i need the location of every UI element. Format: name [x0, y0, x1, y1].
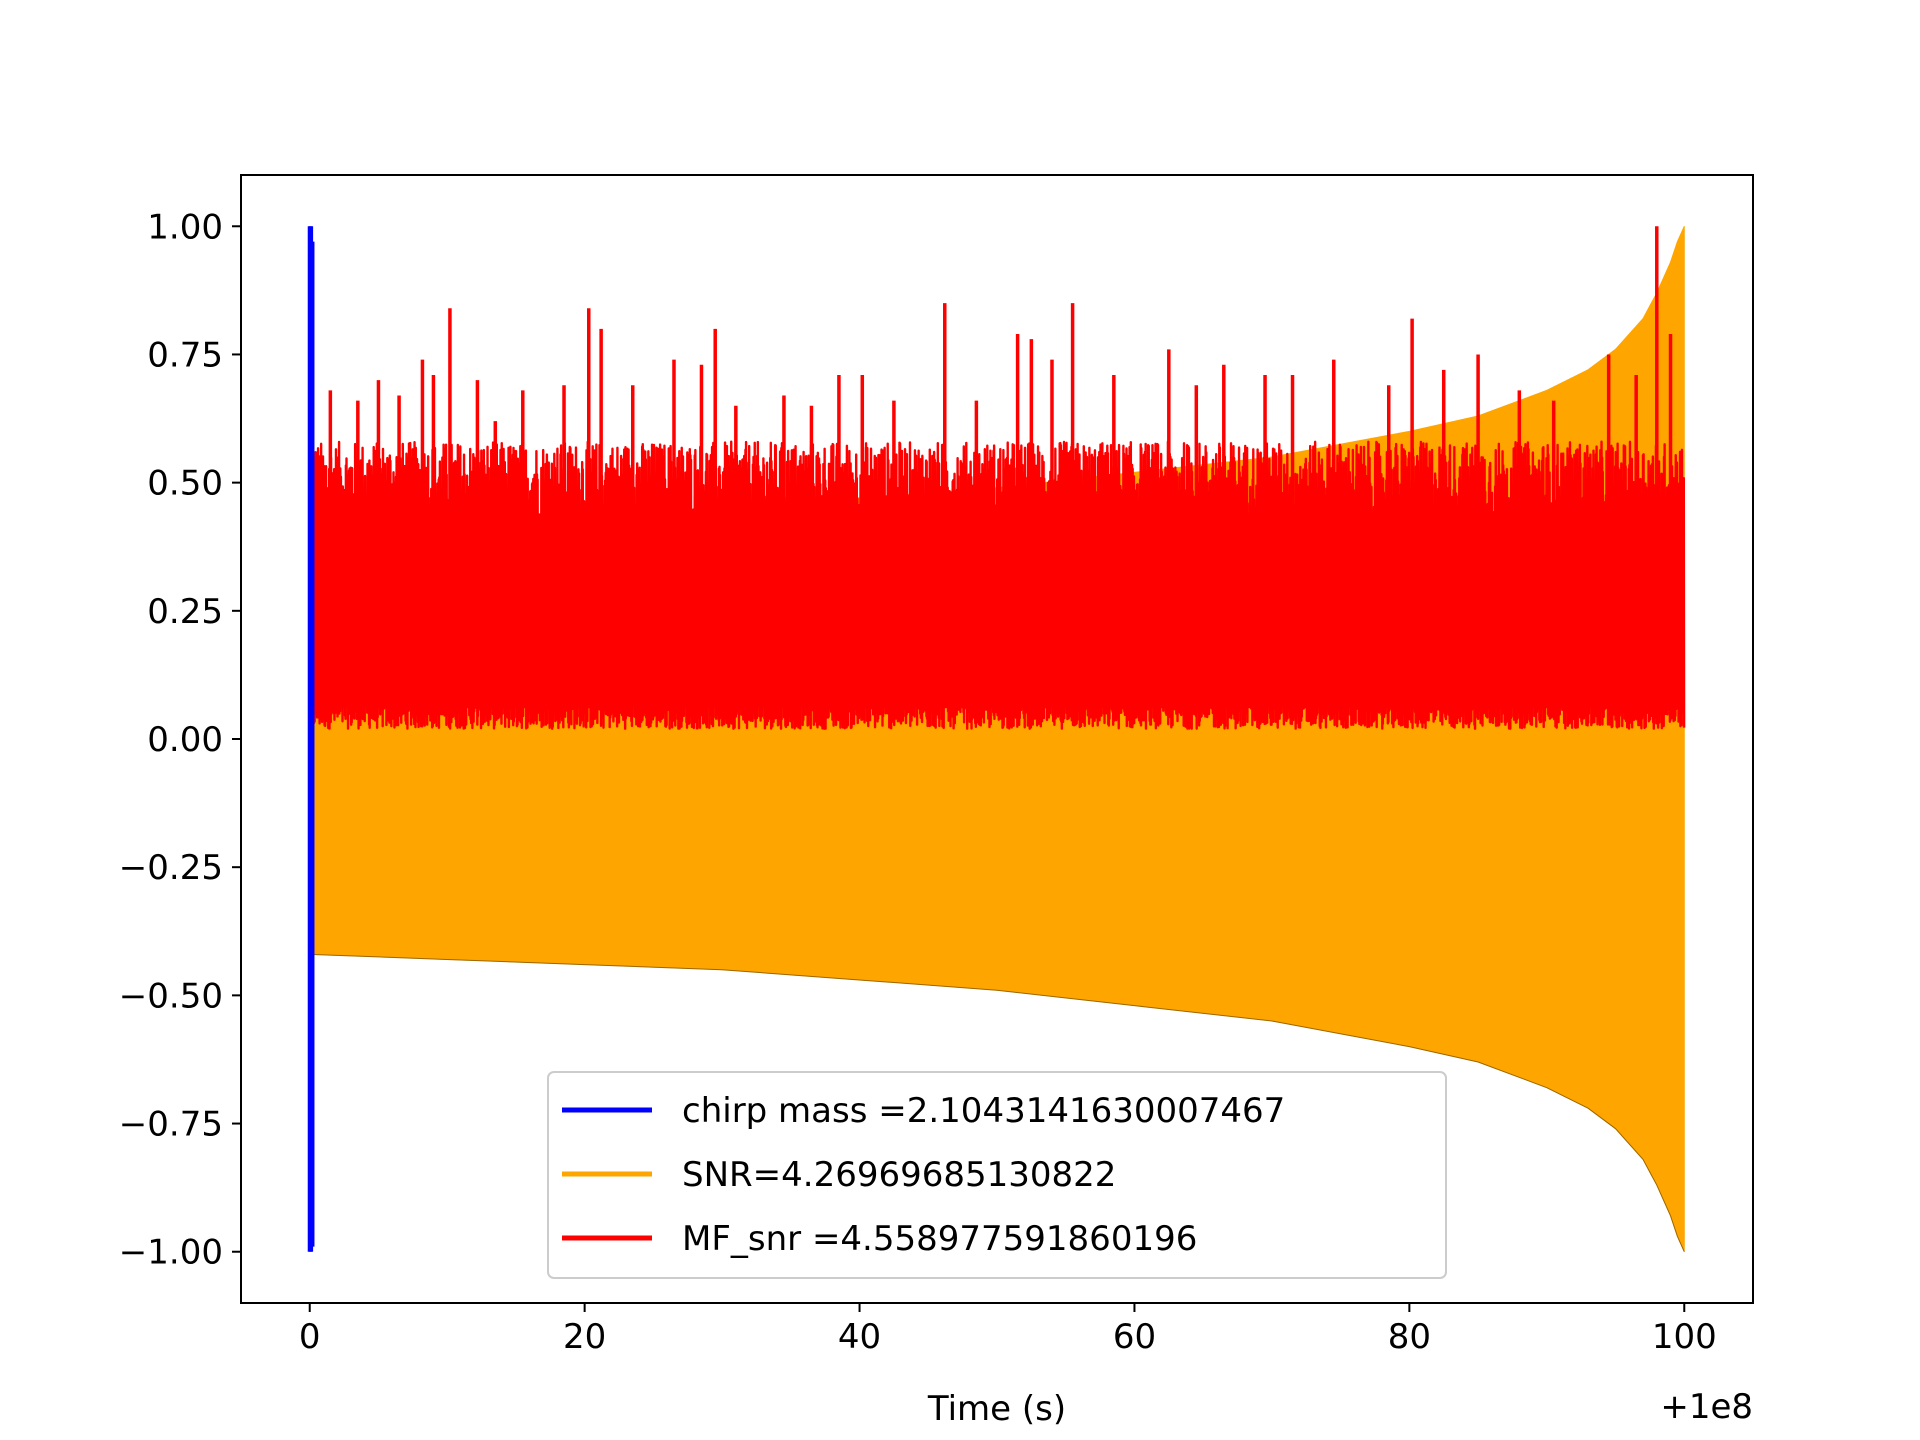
y-tick-label: −0.25 — [119, 848, 223, 888]
x-tick-label: 100 — [1652, 1317, 1717, 1357]
legend-label: MF_snr =4.558977591860196 — [682, 1219, 1197, 1259]
x-tick-label: 80 — [1388, 1317, 1431, 1357]
y-tick-label: 0.50 — [147, 464, 223, 504]
legend-label: chirp mass =2.1043141630007467 — [682, 1091, 1285, 1131]
y-tick-label: 0.75 — [147, 335, 223, 375]
y-tick-label: −0.75 — [119, 1105, 223, 1145]
legend-label: SNR=4.26969685130822 — [682, 1155, 1116, 1195]
legend-box — [547, 1071, 1447, 1279]
x-axis: 0 20 40 60 80 100 — [299, 1303, 1717, 1357]
y-tick-label: −0.50 — [119, 976, 223, 1016]
x-tick-label: 0 — [299, 1317, 321, 1357]
mf-snr-series-core — [311, 513, 1682, 709]
x-axis-label: Time (s) — [927, 1389, 1066, 1429]
legend: chirp mass =2.1043141630007467 SNR=4.2696… — [547, 1071, 1447, 1279]
x-tick-label: 20 — [563, 1317, 606, 1357]
x-tick-label: 40 — [838, 1317, 881, 1357]
y-tick-label: 0.25 — [147, 592, 223, 632]
x-axis-offset-label: +1e8 — [1660, 1387, 1753, 1427]
y-tick-label: 1.00 — [147, 207, 223, 247]
series-layer — [307, 226, 1686, 1252]
y-tick-label: −1.00 — [119, 1233, 223, 1273]
y-tick-label: 0.00 — [147, 720, 223, 760]
x-tick-label: 60 — [1113, 1317, 1156, 1357]
y-axis: 1.00 0.75 0.50 0.25 0.00 −0.25 −0.50 −0.75 −1.00 — [119, 207, 241, 1273]
snr-series-edge — [309, 953, 1685, 1252]
